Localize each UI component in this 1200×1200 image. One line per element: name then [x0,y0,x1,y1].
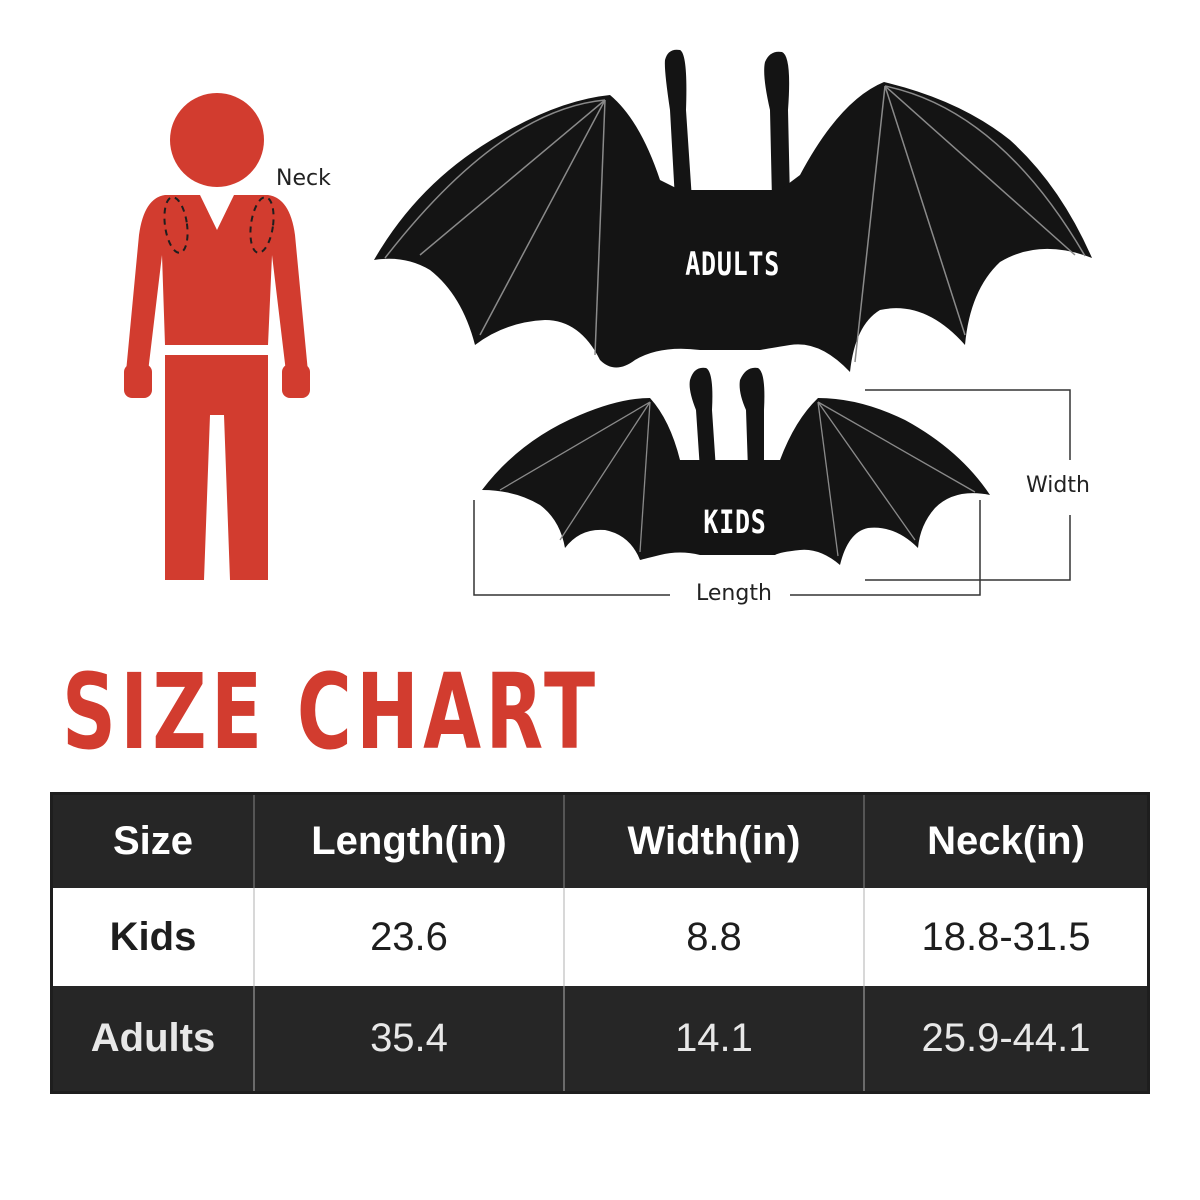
size-chart-title: SIZE CHART [62,651,600,773]
header-size: Size [112,819,194,863]
header-length: Length(in) [253,795,563,888]
kids-width: 8.8 [563,888,863,986]
row-label-adults: Adults [90,1016,216,1060]
width-label: Width [1026,473,1090,498]
size-table: Size Length(in) Width(in) Neck(in) Kids … [50,792,1150,1094]
kids-length: 23.6 [253,888,563,986]
table-row-kids: Kids 23.6 8.8 18.8-31.5 [53,888,1147,986]
neck-marker-icon [163,196,275,254]
table-header-row: Size Length(in) Width(in) Neck(in) [53,795,1147,888]
table-row-adults: Adults 35.4 14.1 25.9-44.1 [53,986,1147,1091]
adults-neck: 25.9-44.1 [863,986,1147,1091]
product-illustration: Neck Width Length ADULTS KIDS [124,49,1092,606]
adults-wing-tag: ADULTS [685,245,781,283]
row-label-kids: Kids [109,914,197,959]
adults-width: 14.1 [563,986,863,1091]
kids-wing-tag: KIDS [703,503,767,541]
length-label: Length [690,581,778,606]
header-width: Width(in) [563,795,863,888]
neck-label: Neck [276,166,331,191]
dimension-lines [473,389,1071,596]
adults-length: 35.4 [253,986,563,1091]
person-figure-icon [124,93,310,580]
kids-neck: 18.8-31.5 [863,888,1147,986]
kids-bat-wings-icon [482,367,990,565]
adult-bat-wings-icon [374,49,1092,372]
illustration-svg [124,49,1092,596]
header-neck: Neck(in) [863,795,1147,888]
